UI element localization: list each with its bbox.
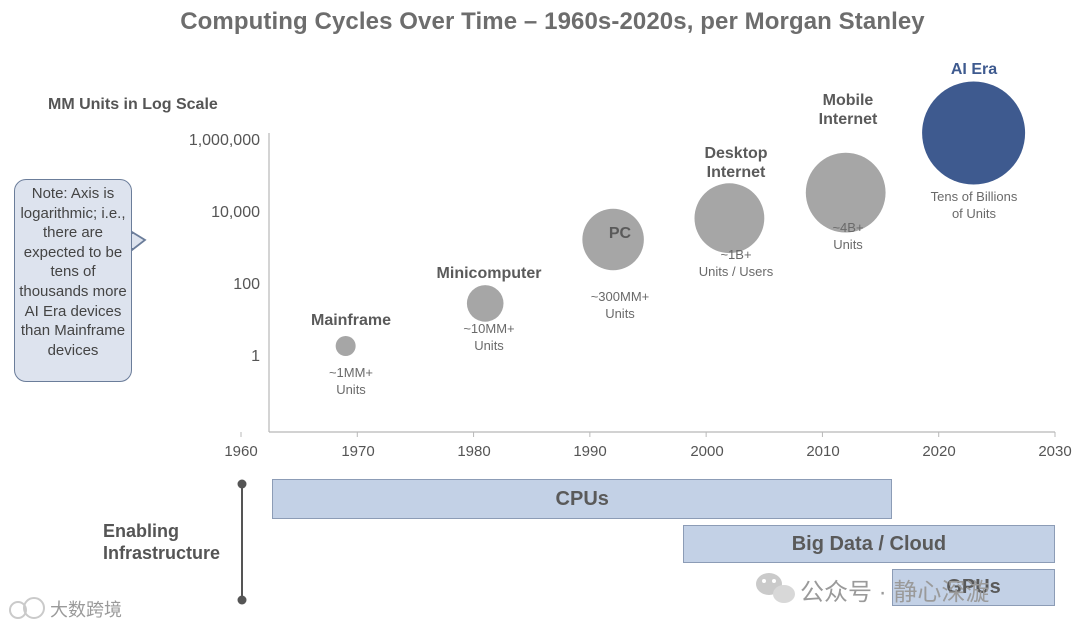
era-detail-mobile-internet: ~4B+ Units (832, 220, 864, 252)
era-detail-pc: ~300MM+ Units (590, 289, 650, 321)
watermark-logo-icon (9, 597, 45, 619)
watermark-right: 公众号 · 静心深漩 (800, 579, 990, 606)
x-tick-1960: 1960 (224, 443, 258, 460)
y-tick-1000000: 1,000,000 (188, 132, 260, 149)
era-detail-minicomputer: ~10MM+ Units (463, 321, 515, 353)
x-tick-1970: 1970 (341, 443, 375, 460)
x-tick-2030: 2030 (1038, 443, 1072, 460)
bubble-mobile-internet (805, 152, 886, 233)
note-pointer (131, 230, 147, 252)
era-detail-desktop-internet: ~1B+ Units / Users (698, 247, 774, 279)
era-detail-mainframe: ~1MM+ Units (328, 365, 374, 397)
chart-title: Computing Cycles Over Time – 1960s-2020s… (180, 8, 925, 35)
infra-bar-gpus: GPUs (892, 569, 1055, 606)
era-label-ai-era: AI Era (950, 61, 998, 78)
watermark-left: 大数跨境 (50, 600, 122, 620)
infra-bracket-dot-bottom (237, 595, 247, 605)
log-scale-note: Note: Axis is logarithmic; i.e., there a… (14, 179, 132, 382)
x-tick-1980: 1980 (457, 443, 491, 460)
y-axis-label: MM Units in Log Scale (48, 96, 218, 113)
era-label-desktop-internet: Desktop Internet (704, 145, 768, 181)
x-tick-2000: 2000 (690, 443, 724, 460)
bubble-pc (582, 208, 644, 271)
era-label-pc: PC (608, 225, 632, 242)
era-label-minicomputer: Minicomputer (436, 265, 542, 282)
bubble-ai-era (922, 81, 1026, 185)
infrastructure-label: Enabling Infrastructure (103, 521, 221, 563)
x-tick-2010: 2010 (806, 443, 840, 460)
y-tick-10000: 10,000 (211, 204, 260, 221)
infra-bar-big-data-cloud: Big Data / Cloud (682, 525, 1055, 563)
infra-bracket-dot-top (237, 479, 247, 489)
y-tick-1: 1 (251, 348, 260, 365)
era-label-mobile-internet: Mobile Internet (818, 92, 878, 128)
x-tick-2020: 2020 (922, 443, 956, 460)
bubble-mainframe (335, 336, 356, 356)
bubble-minicomputer (466, 285, 504, 322)
y-tick-100: 100 (233, 276, 260, 293)
era-detail-ai-era: Tens of Billions of Units (930, 189, 1018, 221)
x-tick-1990: 1990 (573, 443, 607, 460)
wechat-icon (756, 573, 795, 603)
era-label-mainframe: Mainframe (310, 312, 392, 329)
infra-bar-cpus: CPUs (272, 479, 893, 519)
bubble-desktop-internet (694, 183, 765, 254)
